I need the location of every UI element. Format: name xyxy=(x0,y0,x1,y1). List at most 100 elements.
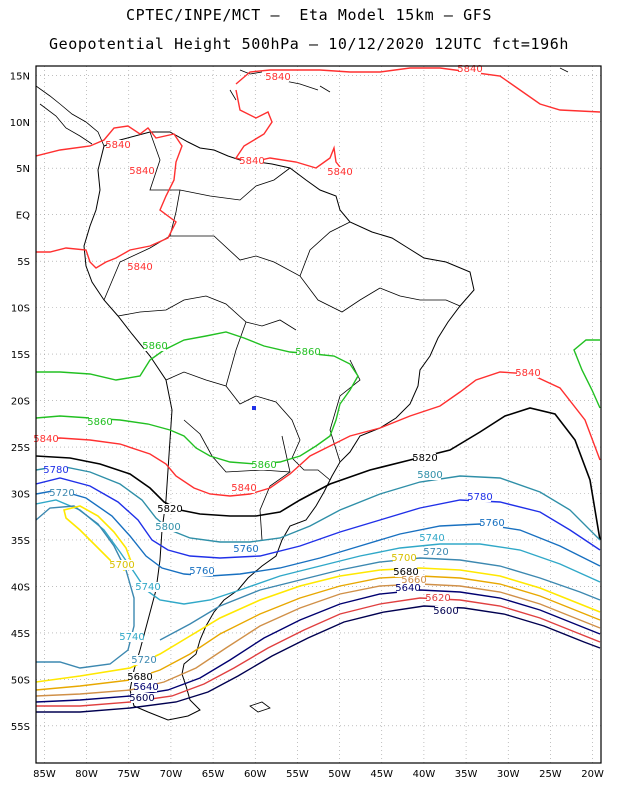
contour-label-background xyxy=(107,140,129,150)
map-frame xyxy=(35,65,602,764)
contour-label: 5740 xyxy=(119,632,144,643)
contour-label: 5620 xyxy=(425,593,450,604)
contour-label: 5720 xyxy=(423,547,448,558)
contour-5800 xyxy=(36,465,601,543)
lon-tick-label: 25W xyxy=(539,769,562,780)
contour-label-background xyxy=(421,533,443,543)
contour-label: 5760 xyxy=(233,544,258,555)
contour-label: 5840 xyxy=(239,156,264,167)
lat-tick-label: 15S xyxy=(11,350,30,361)
lon-tick-label: 70W xyxy=(160,769,183,780)
contour-label-background xyxy=(45,465,67,475)
lon-tick-label: 85W xyxy=(33,769,56,780)
contour-label: 5840 xyxy=(515,368,540,379)
lon-tick-label: 30W xyxy=(497,769,520,780)
contour-label-background xyxy=(435,606,457,616)
lon-tick-label: 80W xyxy=(75,769,98,780)
contour-label: 5800 xyxy=(155,522,180,533)
contour-5860-east xyxy=(573,339,601,409)
lat-tick-label: 55S xyxy=(11,722,30,733)
contour-5820 xyxy=(36,407,601,541)
lat-lon-grid xyxy=(36,66,601,763)
contour-lines xyxy=(36,67,601,713)
contour-label-background xyxy=(517,368,539,378)
contour-5840-caribbean xyxy=(235,67,601,113)
contour-label: 5640 xyxy=(133,682,158,693)
caribbean-islands xyxy=(229,67,569,165)
contour-5640 xyxy=(36,589,601,703)
chart-subtitle: Geopotential Height 500hPa – 10/12/2020 … xyxy=(48,35,570,53)
contour-5860-north xyxy=(36,331,359,465)
lat-tick-label: 10S xyxy=(11,304,30,315)
contour-5600 xyxy=(36,605,601,713)
contour-label-background xyxy=(89,417,111,427)
lat-tick-label: 15N xyxy=(10,71,30,82)
lat-tick-label: 40S xyxy=(11,582,30,593)
contour-labels: 5840 5840 5840 5840 5840 5840 5840 5840 5840 5840… xyxy=(33,64,541,704)
contour-label: 5740 xyxy=(419,533,444,544)
contour-label-background xyxy=(267,72,289,82)
contour-label: 5860 xyxy=(87,417,112,428)
contour-label-background xyxy=(393,553,415,563)
contour-5740 xyxy=(36,499,601,605)
contour-label: 5860 xyxy=(295,347,320,358)
contour-label: 5840 xyxy=(127,262,152,273)
contour-label-background xyxy=(459,64,481,74)
contour-label-background xyxy=(51,488,73,498)
contour-label: 5740 xyxy=(135,582,160,593)
contour-label-background xyxy=(191,566,213,576)
contour-label: 5640 xyxy=(395,583,420,594)
contour-label: 5760 xyxy=(479,518,504,529)
contour-label-background xyxy=(403,575,425,585)
contour-5620 xyxy=(36,597,601,707)
south-america-coastline xyxy=(83,131,475,721)
lat-tick-label: 25S xyxy=(11,443,30,454)
chart-title: CPTEC/INPE/MCT – Eta Model 15km – GFS xyxy=(126,6,492,24)
contour-label-background xyxy=(233,483,255,493)
contour-label: 5840 xyxy=(105,140,130,151)
contour-label-background xyxy=(129,672,151,682)
lon-tick-label: 55W xyxy=(286,769,309,780)
lon-tick-label: 75W xyxy=(117,769,140,780)
lon-tick-label: 45W xyxy=(370,769,393,780)
lat-tick-label: 5N xyxy=(16,164,30,175)
contour-5840-south xyxy=(36,371,601,497)
contour-label-background xyxy=(427,593,449,603)
contour-label: 5780 xyxy=(467,492,492,503)
contour-label-background xyxy=(241,156,263,166)
contour-label: 5600 xyxy=(129,693,154,704)
contour-label-background xyxy=(397,583,419,593)
contour-label: 5860 xyxy=(251,460,276,471)
contour-label-background xyxy=(395,567,417,577)
contour-label-background xyxy=(121,632,143,642)
lon-tick-label: 35W xyxy=(455,769,478,780)
contour-label: 5860 xyxy=(142,341,167,352)
coastlines-and-borders xyxy=(36,67,569,721)
contour-label-background xyxy=(144,341,166,351)
lat-tick-label: 20S xyxy=(11,397,30,408)
contour-label: 5600 xyxy=(433,606,458,617)
lon-tick-label: 20W xyxy=(581,769,604,780)
lon-tick-label: 60W xyxy=(244,769,267,780)
lat-tick-label: 10N xyxy=(10,118,30,129)
contour-label-background xyxy=(159,504,181,514)
contour-5760 xyxy=(36,489,601,577)
contour-label: 5680 xyxy=(127,672,152,683)
contour-label-background xyxy=(133,655,155,665)
contour-label: 5840 xyxy=(265,72,290,83)
lat-tick-label: 5S xyxy=(17,257,30,268)
contour-label-background xyxy=(135,682,157,692)
lat-tick-label: EQ xyxy=(16,211,30,222)
contour-label-background xyxy=(419,470,441,480)
lat-tick-label: 30S xyxy=(11,489,30,500)
contour-label-background xyxy=(425,547,447,557)
contour-label: 5760 xyxy=(189,566,214,577)
lon-tick-label: 50W xyxy=(328,769,351,780)
contour-label: 5840 xyxy=(457,64,482,75)
contour-label-background xyxy=(111,560,133,570)
contour-label-background xyxy=(414,453,436,463)
contour-5720 xyxy=(36,505,601,669)
falkland-islands xyxy=(249,701,271,713)
lake-marker xyxy=(252,406,256,410)
